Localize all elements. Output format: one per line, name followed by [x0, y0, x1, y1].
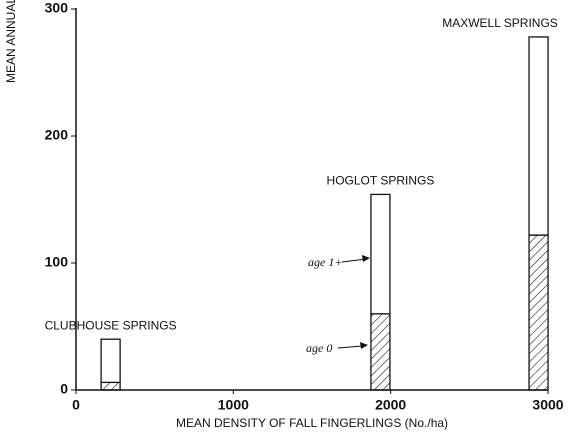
y-tick-label: 100	[45, 254, 69, 270]
y-tick-label: 300	[45, 0, 69, 16]
bar-segment	[528, 36, 549, 236]
x-tick-label: 3000	[532, 397, 563, 413]
x-tick-label: 0	[72, 397, 80, 413]
y-axis-title: MEAN ANNUAL	[4, 0, 18, 83]
x-tick-label: 1000	[218, 397, 249, 413]
annotation-arrow	[341, 258, 367, 263]
y-tick-label: 0	[60, 381, 68, 397]
x-tick-label: 2000	[375, 397, 406, 413]
x-axis-title: MEAN DENSITY OF FALL FINGERLINGS (No./ha…	[176, 416, 448, 430]
arrow-head	[360, 342, 368, 349]
arrow-head	[362, 255, 370, 262]
bar-label: CLUBHOUSE SPRINGS	[45, 318, 177, 332]
annotation-arrow	[337, 345, 363, 349]
annotation: age 0	[306, 341, 332, 355]
bar-segment	[528, 234, 549, 391]
bar-segment	[370, 193, 391, 315]
bar-label: HOGLOT SPRINGS	[327, 174, 435, 188]
bar-segment	[370, 313, 391, 391]
y-tick-label: 200	[45, 127, 69, 143]
annotation: age 1+	[308, 255, 342, 269]
bar-segment	[100, 338, 121, 384]
bar-label: MAXWELL SPRINGS	[442, 16, 558, 30]
bar-segment	[100, 381, 121, 391]
